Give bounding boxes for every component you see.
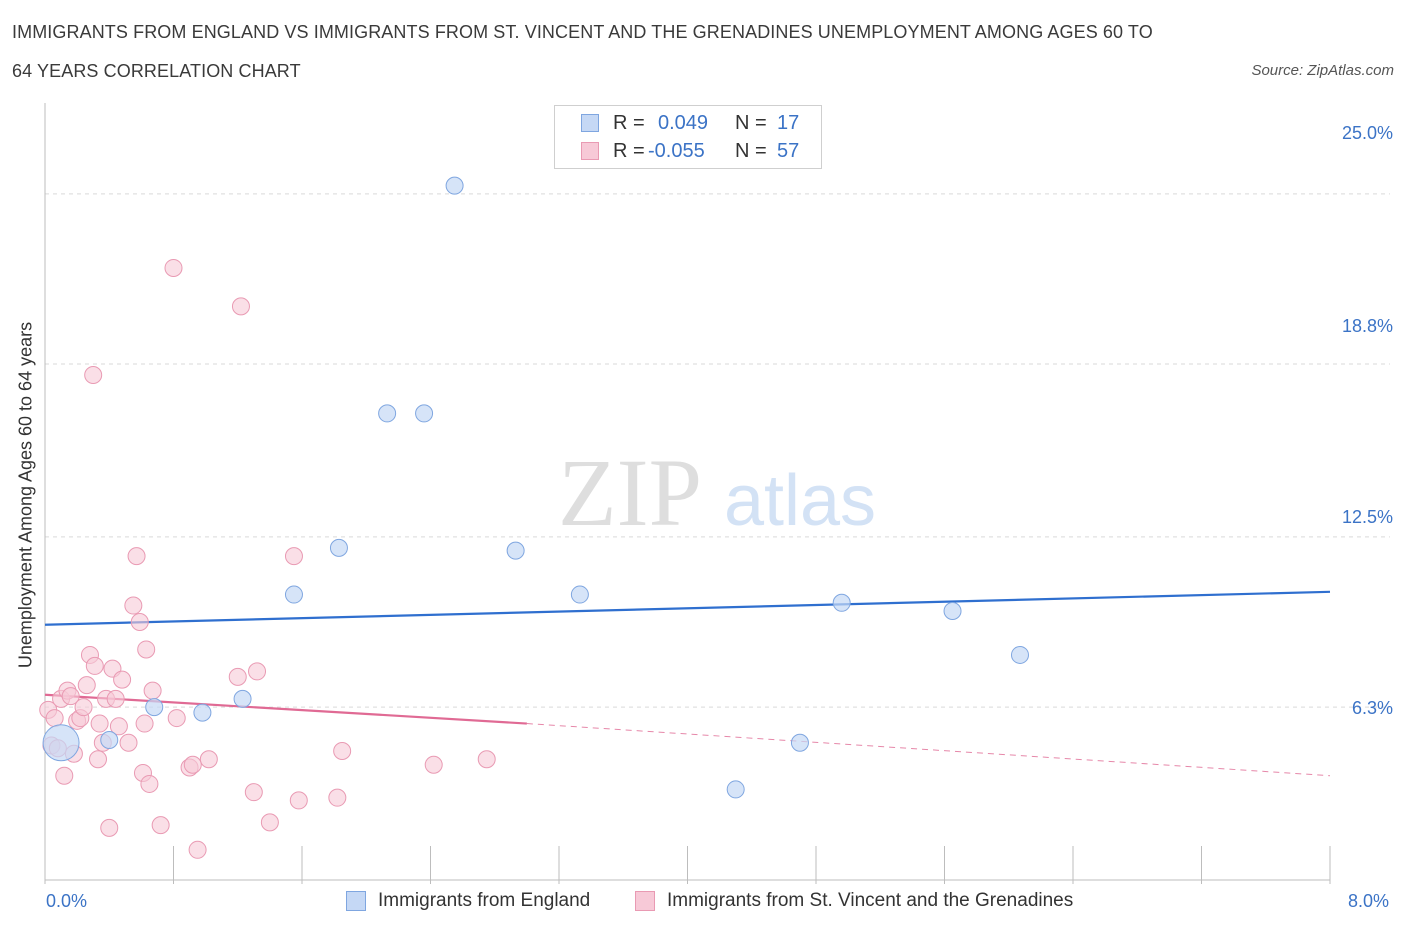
data-point-st-vincent [289, 791, 308, 810]
grid-lines [45, 193, 1390, 708]
data-point-st-vincent [164, 258, 183, 277]
y-tick-label: 12.5% [1341, 507, 1393, 527]
data-point-england [284, 585, 303, 604]
x-tick-label-left: 0.0% [46, 891, 88, 911]
data-point-st-vincent [477, 750, 496, 769]
data-point-st-vincent [106, 689, 125, 708]
data-point-st-vincent [328, 788, 347, 807]
data-point-england [415, 404, 434, 423]
data-point-st-vincent [183, 755, 202, 774]
bottom-legend-label-st-vincent: Immigrants from St. Vincent and the Gren… [667, 890, 1074, 911]
data-point-england [145, 698, 164, 717]
data-point-st-vincent [89, 750, 108, 769]
data-point-england [1010, 645, 1029, 664]
data-point-st-vincent [244, 783, 263, 802]
watermark-zip: ZIP [558, 439, 702, 546]
data-point-st-vincent [124, 596, 143, 615]
data-point-st-vincent [260, 813, 279, 832]
points-england [42, 176, 1029, 799]
data-point-england [506, 541, 525, 560]
watermark-atlas: atlas [724, 461, 876, 541]
legend: R = 0.049 N = 17 R = -0.055 N = 57 [554, 105, 822, 169]
trend-lines [44, 590, 1331, 777]
legend-n-label: N = [735, 140, 767, 162]
legend-r-value-st-vincent: -0.055 [648, 140, 705, 162]
data-point-st-vincent [248, 662, 267, 681]
legend-r-label: R = [613, 140, 645, 162]
data-point-st-vincent [188, 840, 207, 859]
legend-row-england: R = 0.049 N = 17 [555, 111, 821, 137]
legend-r-value-england: 0.049 [658, 112, 709, 134]
chart-title-line1: IMMIGRANTS FROM ENGLAND VS IMMIGRANTS FR… [12, 22, 1153, 42]
bottom-legend-swatch-england [346, 891, 366, 911]
data-point-st-vincent [135, 714, 154, 733]
data-point-st-vincent [119, 733, 138, 752]
data-point-st-vincent [100, 818, 119, 837]
trend-line-st-vincent-extrapolated [526, 723, 1331, 777]
data-point-st-vincent [130, 613, 149, 632]
data-point-england [233, 689, 252, 708]
data-point-england [445, 176, 464, 195]
data-point-england [100, 731, 119, 750]
y-tick-label: 6.3% [1351, 698, 1393, 718]
data-point-england [193, 703, 212, 722]
trend-line-st-vincent [44, 693, 527, 725]
data-point-england [943, 602, 962, 621]
data-point-st-vincent [151, 816, 170, 835]
data-point-st-vincent [140, 774, 159, 793]
source-credit: Source: ZipAtlas.com [1251, 62, 1394, 79]
data-point-england [726, 780, 745, 799]
data-point-st-vincent [424, 755, 443, 774]
legend-n-label: N = [735, 112, 767, 134]
data-point-england [570, 585, 589, 604]
x-tick-label-right: 8.0% [1348, 891, 1390, 911]
data-point-st-vincent [84, 365, 103, 384]
bottom-legend-swatch-st-vincent [635, 891, 655, 911]
legend-row-st-vincent: R = -0.055 N = 57 [555, 139, 821, 165]
bottom-legend-label-england: Immigrants from England [378, 890, 591, 911]
data-point-st-vincent [74, 698, 93, 717]
legend-r-label: R = [613, 112, 645, 134]
data-point-st-vincent [45, 709, 64, 728]
chart-title-line2: 64 YEARS CORRELATION CHART [12, 61, 301, 81]
data-point-st-vincent [284, 547, 303, 566]
y-tick-label: 25.0% [1341, 123, 1393, 143]
data-point-st-vincent [231, 297, 250, 316]
data-point-st-vincent [199, 750, 218, 769]
data-point-england [329, 538, 348, 557]
data-point-england [42, 724, 80, 762]
data-point-st-vincent [333, 742, 352, 761]
data-point-st-vincent [61, 687, 80, 706]
data-point-st-vincent [143, 681, 162, 700]
data-point-st-vincent [228, 667, 247, 686]
legend-swatch-st-vincent [581, 142, 599, 160]
data-point-st-vincent [167, 709, 186, 728]
data-point-st-vincent [90, 714, 109, 733]
points-st-vincent [39, 258, 496, 859]
data-point-st-vincent [137, 640, 156, 659]
data-point-england [790, 733, 809, 752]
data-point-england [832, 593, 851, 612]
data-point-st-vincent [127, 547, 146, 566]
data-point-st-vincent [109, 717, 128, 736]
data-point-st-vincent [113, 670, 132, 689]
legend-n-value-england: 17 [777, 112, 800, 134]
watermark: ZIP atlas [558, 439, 876, 546]
data-point-england [378, 404, 397, 423]
legend-n-value-st-vincent: 57 [777, 140, 800, 162]
data-point-st-vincent [55, 766, 74, 785]
legend-swatch-england [581, 114, 599, 132]
y-axis-title: Unemployment Among Ages 60 to 64 years [15, 321, 36, 669]
data-point-st-vincent [85, 656, 104, 675]
trend-line-england [44, 590, 1331, 626]
y-tick-label: 18.8% [1341, 316, 1393, 336]
data-point-st-vincent [77, 676, 96, 695]
